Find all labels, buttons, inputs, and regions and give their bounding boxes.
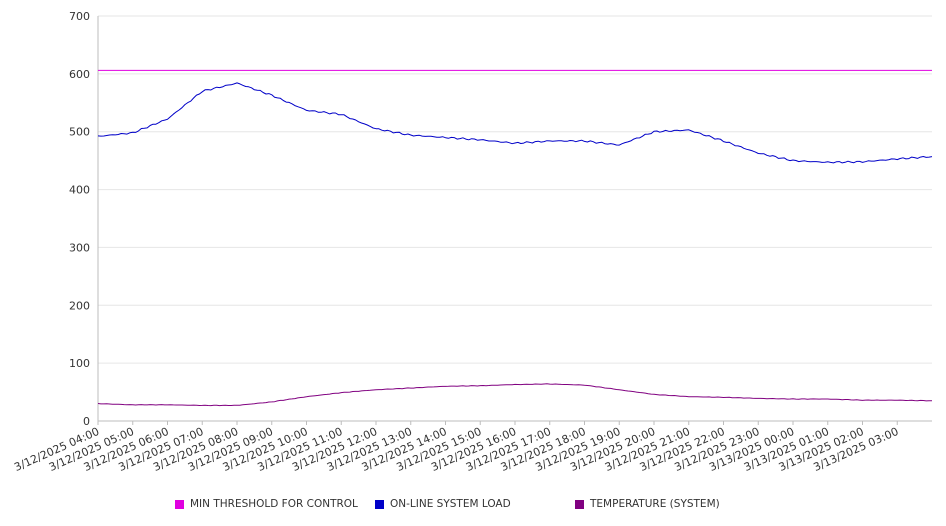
y-tick-labels: 0 100 200 300 400 500 600 700 <box>69 10 90 428</box>
legend-label-temperature: TEMPERATURE (SYSTEM) <box>590 498 720 510</box>
y-tick-label: 500 <box>69 126 90 139</box>
legend-item-min-threshold: MIN THRESHOLD FOR CONTROL <box>175 498 358 510</box>
legend-item-temperature: TEMPERATURE (SYSTEM) <box>575 498 720 510</box>
y-tick-label: 0 <box>83 415 90 428</box>
series-lines <box>97 69 933 407</box>
legend: MIN THRESHOLD FOR CONTROL ON-LINE SYSTEM… <box>0 498 946 514</box>
legend-item-online-system-load: ON-LINE SYSTEM LOAD <box>375 498 511 510</box>
y-tick-label: 400 <box>69 184 90 197</box>
legend-swatch-online-system-load <box>375 499 384 509</box>
y-tick-label: 300 <box>69 241 90 254</box>
legend-label-online-system-load: ON-LINE SYSTEM LOAD <box>390 498 511 510</box>
axes <box>97 16 932 425</box>
series-line-temperature-system <box>97 383 933 407</box>
legend-swatch-temperature <box>575 499 584 509</box>
y-tick-label: 200 <box>69 299 90 312</box>
legend-label-min-threshold: MIN THRESHOLD FOR CONTROL <box>190 498 358 510</box>
y-tick-label: 600 <box>69 68 90 81</box>
legend-swatch-min-threshold <box>175 499 184 509</box>
series-line-on-line-system-load <box>97 82 933 164</box>
y-tick-label: 700 <box>69 10 90 23</box>
x-tick-labels: 3/12/2025 04:003/12/2025 05:003/12/2025 … <box>12 425 900 474</box>
grid <box>98 15 932 422</box>
line-chart: 3/12/2025 04:003/12/2025 05:003/12/2025 … <box>12 10 933 474</box>
y-tick-label: 100 <box>69 357 90 370</box>
